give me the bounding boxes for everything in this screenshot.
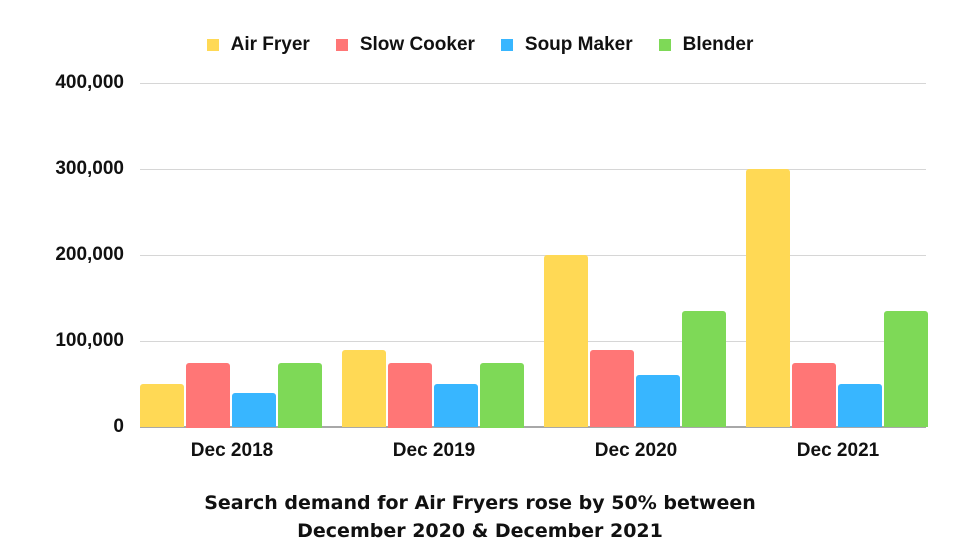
bar-blender-dec-2018 [278,363,322,428]
bar-soup-maker-dec-2021 [838,384,882,427]
legend-label: Soup Maker [524,34,633,55]
legend-item-air-fryer: Air Fryer [206,34,310,56]
legend-label: Air Fryer [230,34,310,55]
bar-soup-maker-dec-2018 [232,393,276,427]
legend-swatch-soup-maker [500,39,513,51]
y-tick-label: 100,000 [55,330,124,351]
gridline [140,341,926,342]
bar-blender-dec-2020 [682,311,726,427]
gridline [140,83,926,84]
bar-air-fryer-dec-2020 [544,255,588,427]
caption-line-2: December 2020 & December 2021 [297,520,663,542]
bar-air-fryer-dec-2018 [140,384,184,427]
legend-label: Slow Cooker [359,34,475,55]
gridline [140,169,926,170]
legend-swatch-air-fryer [206,39,219,51]
y-tick-label: 200,000 [55,244,124,265]
legend-item-blender: Blender [658,34,754,56]
bar-slow-cooker-dec-2021 [792,363,836,428]
y-tick-label: 400,000 [55,72,124,93]
x-tick-label: Dec 2019 [392,440,476,461]
caption-line-1: Search demand for Air Fryers rose by 50%… [204,492,756,514]
y-tick-label: 300,000 [55,158,124,179]
x-tick-label: Dec 2020 [594,440,678,461]
bar-air-fryer-dec-2021 [746,169,790,427]
y-tick-label: 0 [113,416,124,437]
gridline [140,255,926,256]
legend-swatch-blender [658,39,671,51]
legend-item-slow-cooker: Slow Cooker [335,34,475,56]
bar-soup-maker-dec-2019 [434,384,478,427]
legend-swatch-slow-cooker [335,39,348,51]
bar-slow-cooker-dec-2019 [388,363,432,428]
bar-air-fryer-dec-2019 [342,350,386,427]
legend-item-soup-maker: Soup Maker [500,34,633,56]
bar-soup-maker-dec-2020 [636,375,680,427]
x-axis-line [140,426,926,428]
chart-caption: Search demand for Air Fryers rose by 50%… [0,489,960,545]
bar-slow-cooker-dec-2020 [590,350,634,427]
legend-label: Blender [682,34,754,55]
bar-blender-dec-2019 [480,363,524,428]
bar-blender-dec-2021 [884,311,928,427]
chart-legend: Air Fryer Slow Cooker Soup Maker Blender [0,34,960,56]
x-tick-label: Dec 2021 [796,440,880,461]
bar-slow-cooker-dec-2018 [186,363,230,428]
x-tick-label: Dec 2018 [190,440,274,461]
